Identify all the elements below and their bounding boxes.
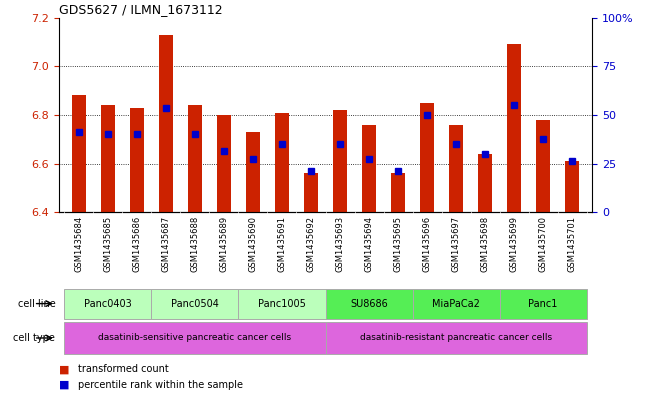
Text: GSM1435695: GSM1435695 [394,216,402,272]
Text: GSM1435688: GSM1435688 [191,216,199,272]
Text: GSM1435692: GSM1435692 [307,216,316,272]
Bar [159,35,173,212]
Text: GSM1435691: GSM1435691 [277,216,286,272]
Text: GSM1435690: GSM1435690 [249,216,257,272]
Text: percentile rank within the sample: percentile rank within the sample [78,380,243,390]
Text: GSM1435684: GSM1435684 [74,216,83,272]
Text: Panc0504: Panc0504 [171,299,219,309]
Bar [420,103,434,212]
Text: GSM1435689: GSM1435689 [219,216,229,272]
Bar [536,120,550,212]
Text: cell line: cell line [18,299,55,309]
Bar [362,125,376,212]
Bar [130,108,144,212]
Text: dasatinib-resistant pancreatic cancer cells: dasatinib-resistant pancreatic cancer ce… [360,334,552,342]
Bar [565,161,579,212]
Bar [275,112,289,212]
Text: Panc0403: Panc0403 [84,299,132,309]
Text: GSM1435687: GSM1435687 [161,216,171,272]
Bar [304,173,318,212]
Text: Panc1: Panc1 [529,299,558,309]
Bar [238,288,326,319]
Bar [326,288,413,319]
Bar [152,288,238,319]
Bar [64,322,326,354]
Text: cell type: cell type [14,333,55,343]
Text: SU8686: SU8686 [350,299,388,309]
Text: GSM1435698: GSM1435698 [480,216,490,272]
Text: MiaPaCa2: MiaPaCa2 [432,299,480,309]
Bar [507,44,521,212]
Text: GSM1435694: GSM1435694 [365,216,374,272]
Bar [72,95,86,212]
Bar [478,154,492,212]
Bar [391,173,406,212]
Text: GSM1435685: GSM1435685 [104,216,113,272]
Bar [217,115,231,212]
Text: GSM1435697: GSM1435697 [452,216,460,272]
Bar [413,288,499,319]
Text: GDS5627 / ILMN_1673112: GDS5627 / ILMN_1673112 [59,4,222,17]
Text: GSM1435693: GSM1435693 [335,216,344,272]
Bar [449,125,464,212]
Bar [333,110,347,212]
Text: dasatinib-sensitive pancreatic cancer cells: dasatinib-sensitive pancreatic cancer ce… [98,334,292,342]
Text: GSM1435686: GSM1435686 [132,216,141,272]
Text: GSM1435699: GSM1435699 [510,216,519,272]
Bar [245,132,260,212]
Text: ■: ■ [59,364,69,375]
Text: ■: ■ [59,380,69,390]
Text: Panc1005: Panc1005 [258,299,306,309]
Bar [101,105,115,212]
Bar [64,288,152,319]
Text: GSM1435700: GSM1435700 [538,216,547,272]
Bar [187,105,202,212]
Bar [499,288,587,319]
Text: GSM1435701: GSM1435701 [568,216,577,272]
Text: transformed count: transformed count [78,364,169,375]
Bar [326,322,587,354]
Text: GSM1435696: GSM1435696 [422,216,432,272]
